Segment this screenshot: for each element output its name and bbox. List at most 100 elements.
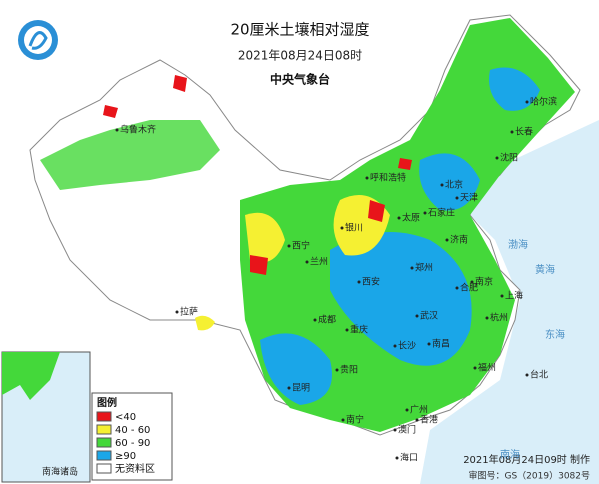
inset-land — [2, 352, 60, 400]
city-dot — [410, 266, 414, 270]
city-label: 西安 — [362, 276, 380, 288]
city-label: 成都 — [318, 314, 336, 326]
city-label: 长春 — [515, 126, 533, 138]
red-region — [368, 200, 385, 222]
city-dot — [393, 344, 397, 348]
city-label: 广州 — [410, 404, 428, 416]
city-label: 长沙 — [398, 340, 416, 352]
city-dot — [335, 368, 339, 372]
city-dot — [365, 176, 369, 180]
city-dot — [470, 280, 474, 284]
city-label: 济南 — [450, 234, 468, 246]
city-dot — [423, 211, 427, 215]
legend-swatch — [96, 411, 112, 422]
city-dot — [305, 260, 309, 264]
city-label: 昆明 — [292, 383, 310, 394]
city-dot — [287, 386, 291, 390]
city-label: 石家庄 — [428, 207, 455, 219]
red-region — [250, 255, 268, 275]
sea-label: 南海 — [500, 448, 520, 461]
city-label: 兰州 — [310, 256, 328, 268]
footer-made: 2021年08月24日09时 制作 — [463, 453, 590, 466]
yellow-region — [245, 212, 285, 263]
city-dot — [115, 128, 119, 132]
city-label: 海口 — [400, 452, 418, 464]
city-dot — [175, 310, 179, 314]
city-dot — [345, 328, 349, 332]
city-label: 香港 — [420, 414, 438, 426]
green-region-xinjiang — [40, 120, 220, 190]
city-label: 沈阳 — [500, 152, 518, 164]
legend-title: 图例 — [97, 396, 117, 409]
title: 20厘米土壤相对湿度 — [230, 21, 369, 39]
blue-region — [260, 333, 332, 405]
city-label: 杭州 — [490, 312, 508, 324]
legend-swatch — [96, 437, 112, 448]
legend-label: 40 - 60 — [115, 425, 150, 436]
city-label: 太原 — [402, 212, 420, 224]
time: 2021年08月24日08时 — [238, 49, 362, 63]
red-region — [173, 75, 187, 92]
legend-label: <40 — [115, 412, 136, 423]
city-dot — [485, 316, 489, 320]
city-label: 乌鲁木齐 — [120, 124, 156, 136]
city-dot — [473, 366, 477, 370]
sea-label: 渤海 — [508, 238, 528, 251]
legend-swatch — [96, 450, 112, 461]
red-region — [103, 105, 118, 118]
city-label: 福州 — [478, 362, 496, 374]
city-label: 郑州 — [415, 262, 433, 274]
city-label: 南昌 — [432, 338, 450, 350]
city-label: 南宁 — [346, 414, 364, 426]
city-label: 南京 — [475, 276, 493, 288]
city-label: 天津 — [460, 193, 478, 204]
city-label: 台北 — [530, 369, 548, 381]
city-label: 贵阳 — [340, 364, 358, 376]
red-region — [398, 158, 412, 170]
blue-region — [330, 232, 472, 366]
city-label: 北京 — [445, 179, 463, 191]
city-dot — [500, 294, 504, 298]
sea — [420, 120, 599, 484]
logo-inner — [24, 26, 52, 54]
city-dot — [455, 286, 459, 290]
city-label: 呼和浩特 — [370, 172, 406, 184]
city-dot — [440, 183, 444, 187]
inset: 南海诸岛 — [1, 351, 91, 483]
city-label: 合肥 — [460, 282, 478, 294]
legend-label: ≥90 — [115, 451, 136, 462]
logo-mark — [28, 31, 48, 50]
city-dot — [357, 280, 361, 284]
city-label: 澳门 — [398, 424, 416, 436]
city-dot — [393, 428, 397, 432]
city-dot — [525, 373, 529, 377]
agency: 中央气象台 — [270, 72, 330, 87]
legend-label: 无资料区 — [115, 462, 155, 475]
city-dot — [313, 318, 317, 322]
city-dot — [525, 100, 529, 104]
city-dot — [455, 196, 459, 200]
city-label: 武汉 — [420, 310, 438, 322]
city-dot — [427, 342, 431, 346]
city-dot — [395, 456, 399, 460]
city-dot — [510, 130, 514, 134]
sea-label: 东海 — [545, 328, 565, 341]
city-dot — [397, 216, 401, 220]
city-label: 哈尔滨 — [530, 96, 557, 108]
city-label: 银川 — [345, 222, 363, 234]
sea-label: 黄海 — [535, 263, 555, 276]
city-dot — [415, 418, 419, 422]
yellow-region — [195, 315, 215, 331]
city-label: 上海 — [505, 290, 523, 302]
city-dot — [341, 418, 345, 422]
legend-label: 60 - 90 — [115, 438, 150, 449]
city-dot — [445, 238, 449, 242]
legend-swatch — [96, 463, 112, 474]
city-dot — [405, 408, 409, 412]
inset-label: 南海诸岛 — [42, 466, 78, 478]
city-label: 西宁 — [292, 240, 310, 252]
legend-swatch — [96, 424, 112, 435]
city-dot — [495, 156, 499, 160]
